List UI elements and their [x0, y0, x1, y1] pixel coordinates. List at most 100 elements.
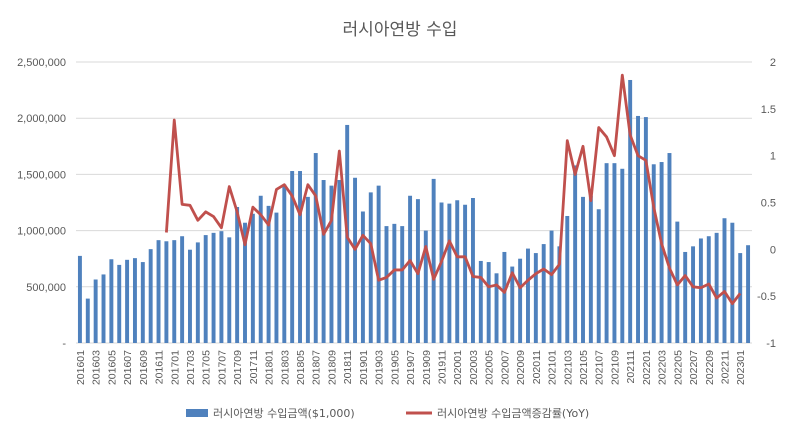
bar: [447, 203, 452, 343]
bar: [557, 246, 562, 343]
bar: [117, 264, 122, 343]
x-tick-label: 202001: [452, 350, 464, 385]
bar: [101, 274, 106, 343]
bar: [478, 260, 483, 343]
bar: [400, 226, 405, 343]
y-left-tick-label: 2,000,000: [17, 113, 66, 125]
bar: [148, 249, 153, 343]
y-left-tick-label: 500,000: [26, 282, 66, 294]
x-tick-label: 201707: [216, 350, 228, 385]
bar: [588, 195, 593, 343]
bar: [353, 177, 358, 343]
bar: [243, 222, 247, 343]
bar: [172, 240, 177, 343]
y-right-tick-label: 0.5: [761, 198, 776, 210]
bar: [612, 163, 617, 343]
y-right-tick-label: -0.5: [757, 291, 776, 303]
bar: [565, 215, 570, 343]
bar: [368, 192, 373, 343]
bar: [211, 232, 216, 343]
bar: [502, 251, 507, 343]
x-tick-label: 201603: [91, 350, 103, 385]
bar: [313, 153, 318, 343]
y-right-tick-label: 1.5: [761, 104, 776, 116]
bar: [195, 242, 200, 343]
x-axis-ticks: 201601 201603 201605 201607 201609 201611 2017…: [75, 350, 747, 385]
bar: [698, 238, 703, 343]
legend-bar-swatch: [186, 409, 208, 417]
bar: [274, 212, 279, 343]
x-tick-label: 202005: [484, 350, 496, 385]
bar: [188, 249, 192, 343]
x-tick-label: 202105: [578, 350, 590, 385]
bar: [706, 236, 711, 343]
x-tick-label: 201607: [122, 350, 134, 385]
x-tick-label: 201903: [374, 350, 386, 385]
y-left-tick-label: 2,500,000: [17, 57, 66, 69]
bar: [384, 226, 389, 343]
x-tick-label: 202201: [641, 350, 653, 385]
x-tick-label: 202107: [594, 350, 606, 385]
x-tick-label: 201701: [169, 350, 181, 385]
bar: [533, 253, 538, 343]
x-tick-label: 201711: [248, 350, 260, 384]
x-tick-label: 201907: [405, 350, 417, 385]
bar: [643, 117, 648, 344]
bar: [203, 235, 208, 343]
bar: [549, 230, 554, 343]
bar: [93, 279, 98, 343]
x-tick-label: 202203: [657, 350, 669, 385]
x-tick-label: 201709: [232, 350, 244, 385]
bar: [714, 232, 719, 343]
bar: [290, 171, 295, 343]
y-left-tick-label: 1,000,000: [17, 226, 66, 238]
x-tick-label: 201605: [106, 350, 118, 385]
bar: [85, 298, 90, 343]
bar: [305, 196, 310, 343]
bar: [321, 180, 326, 343]
x-tick-label: 201705: [201, 350, 213, 385]
x-tick-label: 201911: [437, 350, 449, 384]
bar: [455, 200, 460, 343]
bar: [77, 255, 82, 343]
bar: [738, 253, 743, 343]
bar: [620, 168, 625, 343]
x-tick-label: 201609: [138, 350, 150, 385]
bar: [337, 180, 342, 343]
right-axis-ticks: -1 -0.5 0 0.5 1 1.5 2: [757, 57, 776, 350]
x-tick-label: 202209: [704, 350, 716, 385]
bar: [691, 246, 696, 343]
x-tick-label: 202211: [719, 350, 731, 384]
x-tick-label: 201803: [279, 350, 291, 385]
left-axis-ticks: - 500,000 1,000,000 1,500,000 2,000,000 2,500…: [17, 57, 66, 350]
bar: [156, 240, 161, 343]
x-tick-label: 202003: [468, 350, 480, 385]
bar: [180, 236, 185, 343]
chart-title: 러시아연방 수입: [343, 20, 458, 40]
x-tick-label: 201611: [154, 350, 166, 384]
legend: 러시아연방 수입금액($1,000) 러시아연방 수입금액증감률(YoY): [186, 407, 589, 420]
bar: [541, 244, 546, 343]
bar: [282, 184, 287, 343]
x-tick-label: 202301: [735, 350, 747, 385]
y-right-tick-label: 0: [770, 244, 776, 256]
bar: [510, 266, 515, 343]
bar: [227, 237, 232, 343]
bar: [423, 230, 428, 343]
x-tick-label: 201901: [358, 350, 370, 385]
x-tick-label: 202103: [562, 350, 574, 385]
bar: [526, 248, 530, 343]
x-tick-label: 202009: [515, 350, 527, 385]
bar: [109, 259, 114, 343]
y-right-tick-label: -1: [766, 338, 776, 350]
bar: [494, 273, 499, 343]
bar: [392, 223, 397, 343]
legend-bar-label: 러시아연방 수입금액($1,000): [213, 407, 355, 420]
bar-series: [77, 79, 751, 344]
bar: [581, 196, 585, 343]
x-tick-label: 201811: [342, 350, 354, 384]
bar: [408, 195, 413, 343]
bar: [235, 206, 240, 343]
bar: [140, 262, 145, 343]
